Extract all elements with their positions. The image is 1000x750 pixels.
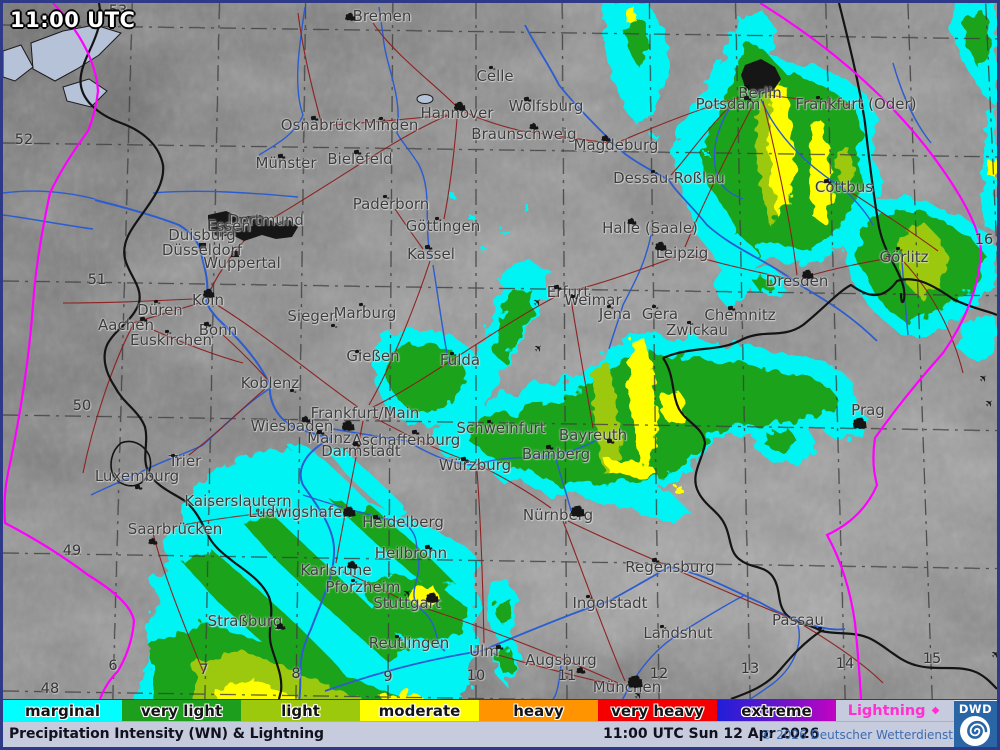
legend-item-light: light	[241, 700, 360, 721]
legend-item-extreme: extreme	[717, 700, 836, 721]
legend-item-label: very heavy	[611, 701, 704, 720]
rivers-layer	[3, 6, 932, 699]
dwd-logo-text: DWD	[958, 702, 993, 716]
legend-item-label: heavy	[513, 701, 564, 720]
dwd-logo: DWD	[954, 700, 997, 747]
precipitation-layer	[133, 3, 997, 699]
copyright-text: © 2026 Deutscher Wetterdienst	[760, 728, 953, 742]
legend-item-marginal: marginal	[3, 700, 122, 721]
legend-item-label: light	[281, 701, 320, 720]
lightning-diamond-icon: ◆	[931, 705, 940, 716]
water-layer	[3, 24, 434, 108]
urban-areas-layer	[199, 59, 781, 257]
legend-item-label: very light	[140, 701, 223, 720]
legend-item-label: marginal	[25, 701, 100, 720]
legend-item-label: moderate	[378, 701, 461, 720]
legend-item-heavy: heavy	[479, 700, 598, 721]
legend-bar: marginal very light light moderate heavy very…	[3, 699, 997, 721]
radar-boundary	[3, 3, 983, 699]
precipitation-specks	[449, 133, 709, 509]
lightning-label: Lightning	[847, 702, 926, 719]
legend-item-very-light: very light	[122, 700, 241, 721]
timestamp-overlay: 11:00 UTC	[10, 8, 136, 32]
legend-item-lightning: Lightning ◆	[836, 700, 997, 721]
status-bar: Precipitation Intensity (WN) & Lightning…	[3, 721, 997, 747]
legend-item-label: extreme	[741, 701, 812, 720]
borders-layer	[79, 3, 997, 699]
map-canvas	[3, 3, 997, 699]
status-datetime: 11:00 UTC Sun 12 Apr 2026	[603, 726, 820, 742]
product-title: Precipitation Intensity (WN) & Lightning	[9, 726, 324, 742]
dwd-spiral-icon	[960, 716, 990, 746]
graticule-layer	[3, 3, 997, 699]
legend-item-very-heavy: very heavy	[598, 700, 717, 721]
radar-map: Bremen Celle Hannover Wolfsburg Braunschweig…	[3, 3, 997, 699]
roads-layer	[62, 12, 964, 686]
legend-item-moderate: moderate	[360, 700, 479, 721]
